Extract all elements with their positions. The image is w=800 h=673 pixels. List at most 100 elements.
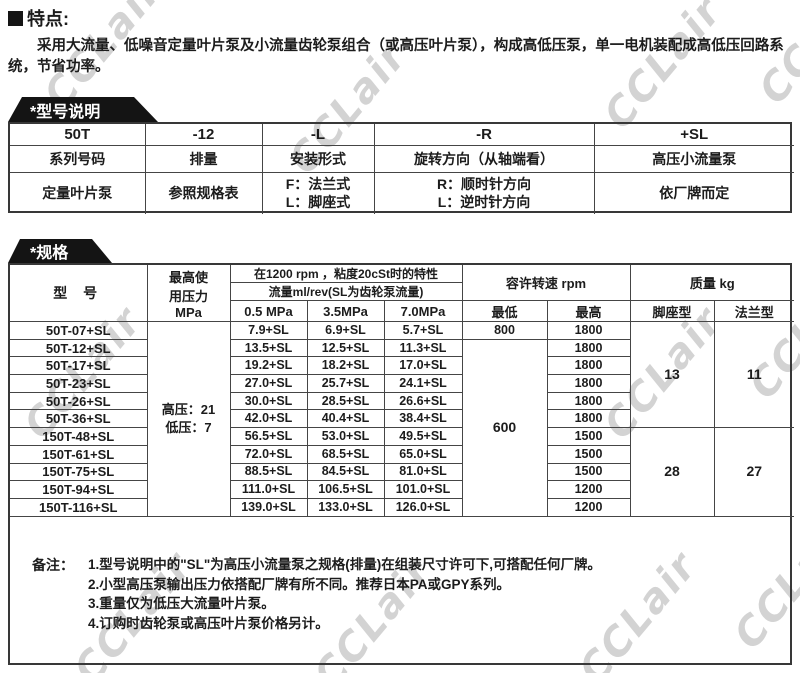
weight-foot-cell: 13	[629, 320, 715, 429]
spec-row: 150T-48+SL 56.5+SL 53.0+SL 49.5+SL 1500 …	[10, 427, 795, 517]
flow-cell: 126.0+SL	[383, 497, 463, 517]
header-weight-group: 质量 kg	[629, 265, 795, 301]
flow-cell: 53.0+SL	[306, 427, 385, 446]
flow-cell: 38.4+SL	[383, 409, 463, 429]
header-speed-group: 容许转速 rpm	[461, 265, 631, 301]
meaning-cell: 排量	[144, 145, 263, 173]
flow-cell: 26.6+SL	[383, 391, 463, 411]
detail-cell: 参照规格表	[144, 172, 263, 214]
header-weight-foot: 脚座型	[629, 300, 715, 322]
flow-cell: 27.0+SL	[229, 374, 308, 393]
flow-cell: 6.9+SL	[306, 321, 385, 340]
model-code-tab-title: *型号说明	[30, 103, 101, 121]
remarks-label: 备注：	[32, 557, 74, 573]
model-cell: 150T-61+SL	[10, 444, 148, 464]
model-cell: 150T-48+SL	[10, 427, 148, 446]
flow-cell: 133.0+SL	[306, 497, 385, 517]
spec-tab-title: *规格	[30, 245, 69, 262]
weight-flange-cell: 11	[713, 320, 795, 429]
speed-max-cell: 1500	[546, 427, 631, 446]
spec-header-row-3: 0.5 MPa 3.5MPa 7.0MPa 最低 最高 脚座型 法兰型	[10, 300, 795, 322]
header-model: 型 号	[10, 265, 148, 322]
code-cell: 50T	[10, 124, 146, 146]
spec-row: 50T-26+SL 30.0+SL 28.5+SL 26.6+SL 1800	[10, 391, 794, 411]
flow-cell: 13.5+SL	[229, 338, 308, 358]
remark-item: 2.小型高压泵输出压力依搭配厂牌有所不同。推荐日本PA或GPY系列。	[88, 576, 511, 592]
code-cell: +SL	[593, 124, 794, 146]
features-title: 特点:	[27, 9, 69, 29]
speed-min-cell: 800	[461, 321, 548, 340]
flow-cell: 24.1+SL	[383, 374, 463, 393]
detail-cell: R：顺时针方向 L：逆时针方向	[373, 172, 595, 214]
model-code-row-codes: 50T -12 -L -R +SL	[10, 124, 794, 146]
model-code-row-meanings: 系列号码 排量 安装形式 旋转方向（从轴端看） 高压小流量泵	[10, 145, 794, 173]
model-cell: 50T-07+SL	[10, 321, 148, 340]
speed-max-cell: 1800	[546, 356, 631, 376]
meaning-cell: 旋转方向（从轴端看）	[373, 145, 595, 173]
flow-cell: 56.5+SL	[229, 427, 308, 446]
remark-item: 1.型号说明中的"SL"为高压小流量泵之规格(排量)在组装尺寸许可下,可搭配任何…	[88, 557, 602, 572]
square-bullet-icon	[8, 10, 23, 26]
spec-row: 50T-07+SL 高压：21 低压：7 7.9+SL 6.9+SL 5.7+S…	[10, 320, 795, 517]
flow-cell: 42.0+SL	[229, 409, 308, 429]
flow-cell: 40.4+SL	[306, 409, 385, 429]
code-cell: -12	[144, 124, 263, 146]
header-flow-05: 0.5 MPa	[230, 300, 308, 322]
model-code-section-tab: *型号说明	[8, 97, 158, 122]
spec-row: 150T-116+SL 139.0+SL 133.0+SL 126.0+SL 1…	[10, 497, 794, 517]
flow-cell: 106.5+SL	[306, 480, 385, 499]
features-paragraph: 采用大流量、低噪音定量叶片泵及小流量齿轮泵组合（或高压叶片泵），构成高低压泵，单…	[8, 38, 784, 75]
model-cell: 50T-17+SL	[10, 356, 148, 376]
flow-cell: 25.7+SL	[306, 374, 385, 393]
spec-row: 50T-12+SL 13.5+SL 12.5+SL 11.3+SL 600 18…	[10, 338, 794, 517]
flow-cell: 30.0+SL	[229, 391, 308, 411]
flow-cell: 68.5+SL	[306, 444, 385, 464]
speed-max-cell: 1200	[546, 497, 631, 517]
speed-max-cell: 1800	[546, 409, 631, 429]
spec-row: 150T-75+SL 88.5+SL 84.5+SL 81.0+SL 1500	[10, 462, 794, 482]
model-cell: 50T-26+SL	[10, 391, 148, 411]
flow-cell: 17.0+SL	[383, 356, 463, 376]
header-characteristics: 在1200 rpm ，粘度20cSt时的特性	[229, 265, 463, 283]
header-max-pressure: 最高使 用压力 MPa	[146, 265, 231, 322]
speed-max-cell: 1800	[546, 321, 631, 340]
model-cell: 150T-116+SL	[10, 497, 148, 517]
spec-row: 50T-23+SL 27.0+SL 25.7+SL 24.1+SL 1800	[10, 374, 794, 393]
model-cell: 150T-75+SL	[10, 462, 148, 482]
header-speed-max: 最高	[546, 300, 631, 322]
model-code-table: 50T -12 -L -R +SL 系列号码 排量 安装形式 旋转方向（从轴端看…	[10, 124, 794, 214]
speed-max-cell: 1200	[546, 480, 631, 499]
model-cell: 50T-12+SL	[10, 338, 148, 358]
flow-cell: 88.5+SL	[229, 462, 308, 482]
detail-cell: 依厂牌而定	[593, 172, 794, 214]
flow-cell: 7.9+SL	[229, 321, 308, 340]
model-cell: 50T-36+SL	[10, 409, 148, 429]
speed-min-cell: 600	[461, 338, 548, 517]
spec-section-box: 型 号 最高使 用压力 MPa 在1200 rpm ，粘度20cSt时的特性 容…	[8, 263, 795, 665]
header-flow-70: 7.0MPa	[383, 300, 463, 322]
remark-item: 4.订购时齿轮泵或高压叶片泵价格另计。	[88, 615, 329, 631]
flow-cell: 81.0+SL	[383, 462, 463, 482]
detail-cell: F：法兰式 L：脚座式	[261, 172, 375, 214]
header-flow-note: 流量ml/rev(SL为齿轮泵流量)	[230, 282, 462, 301]
remarks-block: 备注： 1.型号说明中的"SL"为高压小流量泵之规格(排量)在组装尺寸许可下,可…	[32, 555, 601, 633]
spec-row: 150T-61+SL 72.0+SL 68.5+SL 65.0+SL 1500	[10, 444, 794, 464]
speed-max-cell: 1800	[546, 374, 631, 393]
header-weight-flange: 法兰型	[713, 300, 795, 322]
flow-cell: 11.3+SL	[383, 338, 463, 358]
spec-header-row-2: 流量ml/rev(SL为齿轮泵流量)	[10, 282, 794, 301]
header-speed-min: 最低	[461, 300, 548, 322]
flow-cell: 28.5+SL	[306, 391, 385, 411]
speed-max-cell: 1800	[546, 391, 631, 411]
meaning-cell: 安装形式	[261, 145, 375, 173]
flow-cell: 18.2+SL	[306, 356, 385, 376]
spec-section-tab: *规格	[8, 239, 112, 263]
spec-table: 型 号 最高使 用压力 MPa 在1200 rpm ，粘度20cSt时的特性 容…	[10, 265, 795, 517]
flow-cell: 5.7+SL	[383, 321, 463, 340]
remarks-list: 1.型号说明中的"SL"为高压小流量泵之规格(排量)在组装尺寸许可下,可搭配任何…	[88, 555, 601, 633]
model-code-row-details: 定量叶片泵 参照规格表 F：法兰式 L：脚座式 R：顺时针方向 L：逆时针方向 …	[10, 172, 794, 214]
header-flow-35: 3.5MPa	[306, 300, 385, 322]
speed-max-cell: 1500	[546, 444, 631, 464]
flow-cell: 84.5+SL	[306, 462, 385, 482]
